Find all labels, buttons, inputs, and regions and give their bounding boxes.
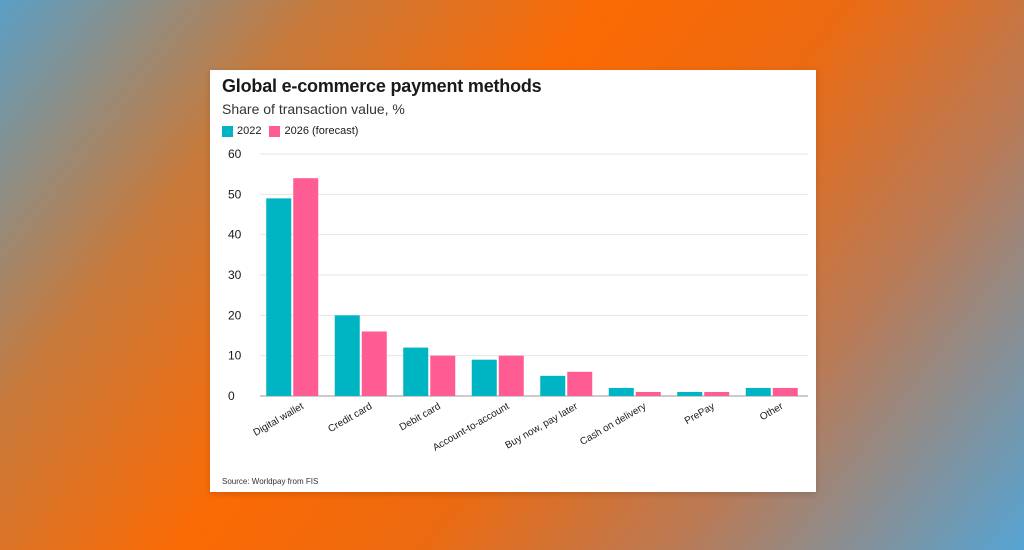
x-tick-label: Credit card (326, 401, 374, 435)
x-tick-label: Other (758, 401, 786, 423)
legend-swatch-2022 (222, 125, 233, 137)
bar-2026-5 (635, 391, 661, 396)
y-tick-label: 0 (228, 389, 235, 403)
bar-2022-7 (745, 387, 771, 396)
x-tick-label: Buy now, pay later (503, 401, 580, 452)
y-tick-label: 30 (228, 268, 242, 282)
x-tick-label: PrePay (683, 401, 717, 427)
bar-2026-1 (361, 331, 387, 396)
x-tick-label: Cash on delivery (578, 401, 648, 448)
legend-label-2022: 2022 (237, 125, 262, 137)
legend-swatch-2026 (269, 125, 281, 137)
bar-2022-6 (677, 391, 703, 396)
bar-2026-0 (293, 178, 319, 396)
y-tick-label: 60 (228, 147, 242, 161)
x-tick-label: Account-to-account (431, 401, 511, 454)
bar-2026-7 (772, 387, 798, 396)
legend-item-2022: 2022 (222, 125, 261, 137)
y-tick-label: 40 (228, 228, 242, 242)
x-tick-label: Digital wallet (252, 401, 306, 439)
bar-2026-6 (704, 391, 730, 396)
x-tick-label: Debit card (398, 401, 443, 433)
bar-2022-4 (540, 375, 566, 396)
bar-2022-5 (608, 387, 634, 396)
bar-2022-2 (403, 347, 429, 396)
legend-label-2026: 2026 (forecast) (284, 125, 359, 137)
bar-2026-4 (567, 371, 593, 396)
y-tick-label: 20 (228, 308, 242, 322)
legend-item-2026: 2026 (forecast) (269, 125, 358, 137)
bar-chart: 0 10 20 30 40 50 60 Digital wallet Credit card De… (228, 147, 808, 454)
bar-2026-2 (430, 355, 456, 396)
chart-subtitle: Share of transaction value, % (222, 101, 405, 117)
legend: 2022 2026 (forecast) (222, 125, 366, 137)
y-tick-label: 50 (228, 187, 242, 201)
chart-card: Global e-commerce payment methods Share … (210, 70, 816, 492)
y-tick-label: 10 (228, 349, 242, 363)
bar-2022-1 (334, 315, 360, 396)
bar-2022-3 (471, 359, 497, 396)
chart-title: Global e-commerce payment methods (222, 76, 542, 96)
bar-2026-3 (498, 355, 524, 396)
chart-source: Source: Worldpay from FIS (222, 477, 319, 486)
bar-2022-0 (266, 198, 292, 396)
